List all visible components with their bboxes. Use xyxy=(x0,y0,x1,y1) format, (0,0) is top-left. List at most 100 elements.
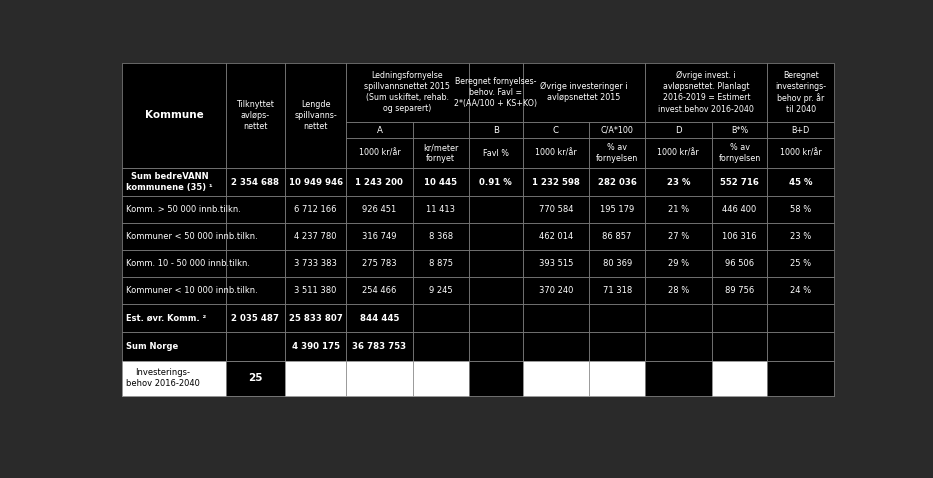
Bar xyxy=(645,360,712,396)
Bar xyxy=(645,138,712,168)
Text: 28 %: 28 % xyxy=(668,286,689,295)
Bar xyxy=(412,138,468,168)
Text: 25 833 807: 25 833 807 xyxy=(288,314,342,323)
Text: B+D: B+D xyxy=(791,126,810,134)
Text: Ledningsfornyelse
spillvannsnettet 2015
(Sum uskiftet, rehab.
og separert): Ledningsfornyelse spillvannsnettet 2015 … xyxy=(365,71,451,113)
Text: % av
fornyelsen: % av fornyelsen xyxy=(596,143,638,163)
Bar xyxy=(285,360,346,396)
Bar xyxy=(589,360,645,396)
Bar xyxy=(589,360,645,396)
Text: Kommune: Kommune xyxy=(145,110,203,120)
Bar xyxy=(589,223,645,250)
Text: 89 756: 89 756 xyxy=(725,286,754,295)
Bar xyxy=(768,196,834,223)
Bar xyxy=(468,223,522,250)
Bar xyxy=(645,360,712,396)
Bar xyxy=(412,332,468,360)
Text: 1000 kr/år: 1000 kr/år xyxy=(536,149,577,158)
Bar xyxy=(412,223,468,250)
Bar xyxy=(589,277,645,304)
Bar xyxy=(285,332,346,360)
Bar xyxy=(712,360,768,396)
Bar xyxy=(645,63,768,122)
Text: Beregnet
investerings-
behov pr. år
til 2040: Beregnet investerings- behov pr. år til … xyxy=(775,71,827,114)
Bar xyxy=(346,332,412,360)
Text: 282 036: 282 036 xyxy=(598,178,636,187)
Text: 58 %: 58 % xyxy=(790,206,812,214)
Bar xyxy=(589,168,645,196)
Text: Beregnet fornyelses-
behov. Favl =
2*(AA/100 + KS+KO): Beregnet fornyelses- behov. Favl = 2*(AA… xyxy=(454,77,537,108)
Bar xyxy=(122,63,226,168)
Bar xyxy=(412,168,468,196)
Text: Tilknyttet
avløps-
nettet: Tilknyttet avløps- nettet xyxy=(236,100,274,131)
Bar xyxy=(226,196,285,223)
Text: 4 390 175: 4 390 175 xyxy=(292,342,340,351)
Bar xyxy=(412,304,468,332)
Text: 926 451: 926 451 xyxy=(362,206,397,214)
Bar xyxy=(645,168,712,196)
Bar xyxy=(768,223,834,250)
Bar xyxy=(712,277,768,304)
Bar xyxy=(768,63,834,122)
Bar xyxy=(346,138,412,168)
Bar xyxy=(522,360,589,396)
Text: C: C xyxy=(553,126,559,134)
Bar xyxy=(712,250,768,277)
Bar xyxy=(522,304,589,332)
Bar xyxy=(122,277,226,304)
Bar xyxy=(712,138,768,168)
Text: 844 445: 844 445 xyxy=(360,314,399,323)
Bar xyxy=(768,360,834,396)
Bar xyxy=(122,223,226,250)
Text: Komm. 10 - 50 000 innb.tilkn.: Komm. 10 - 50 000 innb.tilkn. xyxy=(126,259,250,268)
Bar xyxy=(645,332,712,360)
Text: 9 245: 9 245 xyxy=(429,286,453,295)
Bar xyxy=(226,360,285,396)
Text: 11 413: 11 413 xyxy=(426,206,455,214)
Bar xyxy=(285,277,346,304)
Bar xyxy=(226,277,285,304)
Bar xyxy=(522,122,589,138)
Bar xyxy=(122,196,226,223)
Text: 21 %: 21 % xyxy=(668,206,689,214)
Bar xyxy=(468,250,522,277)
Text: 80 369: 80 369 xyxy=(603,259,632,268)
Bar xyxy=(346,360,412,396)
Text: A: A xyxy=(376,126,383,134)
Bar xyxy=(645,196,712,223)
Text: 27 %: 27 % xyxy=(668,232,689,241)
Bar xyxy=(285,168,346,196)
Bar xyxy=(712,122,768,138)
Text: Lengde
spillvanns-
nettet: Lengde spillvanns- nettet xyxy=(294,100,337,131)
Text: 71 318: 71 318 xyxy=(603,286,632,295)
Text: 106 316: 106 316 xyxy=(722,232,757,241)
Bar xyxy=(122,360,226,396)
Bar xyxy=(645,277,712,304)
Text: 1000 kr/år: 1000 kr/år xyxy=(358,149,400,158)
Bar xyxy=(768,304,834,332)
Bar xyxy=(645,223,712,250)
Bar xyxy=(226,168,285,196)
Text: Kommuner < 10 000 innb.tilkn.: Kommuner < 10 000 innb.tilkn. xyxy=(126,286,258,295)
Bar xyxy=(589,138,645,168)
Text: 393 515: 393 515 xyxy=(538,259,573,268)
Bar xyxy=(589,332,645,360)
Text: B*%: B*% xyxy=(731,126,748,134)
Text: Est. øvr. Komm. ²: Est. øvr. Komm. ² xyxy=(126,314,206,323)
Text: Favl %: Favl % xyxy=(482,149,508,158)
Bar xyxy=(589,196,645,223)
Text: D: D xyxy=(675,126,682,134)
Text: 2 035 487: 2 035 487 xyxy=(231,314,279,323)
Text: Investerings-
behov 2016-2040: Investerings- behov 2016-2040 xyxy=(126,368,200,388)
Bar xyxy=(412,277,468,304)
Bar xyxy=(285,196,346,223)
Bar xyxy=(412,122,468,138)
Bar xyxy=(122,304,226,332)
Bar xyxy=(712,168,768,196)
Bar xyxy=(768,250,834,277)
Bar xyxy=(346,304,412,332)
Bar xyxy=(226,223,285,250)
Bar xyxy=(285,304,346,332)
Bar xyxy=(589,122,645,138)
Text: 195 179: 195 179 xyxy=(600,206,634,214)
